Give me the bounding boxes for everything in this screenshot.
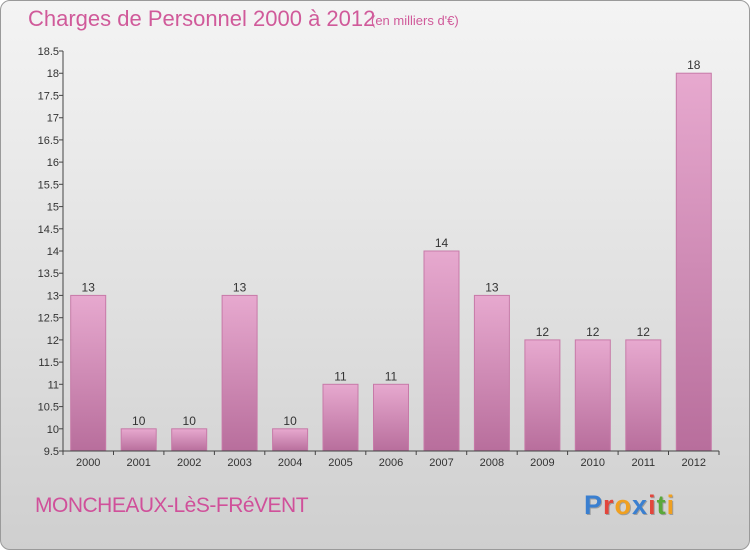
x-tick-label-2012: 2012 <box>682 457 706 469</box>
data-label-2000: 13 <box>82 280 96 294</box>
logo-letter: P <box>584 490 604 520</box>
x-tick-label-2002: 2002 <box>177 457 201 469</box>
data-label-2003: 13 <box>233 280 247 294</box>
proxiti-logo: Proxiti <box>584 490 675 521</box>
y-tick-label: 15 <box>47 202 59 214</box>
data-label-2007: 14 <box>435 236 449 250</box>
logo-letter: o <box>614 490 633 520</box>
y-tick-label: 12.5 <box>38 313 59 325</box>
bar-2012 <box>675 72 712 452</box>
x-tick-label-2008: 2008 <box>480 457 504 469</box>
x-tick-label-2006: 2006 <box>379 457 403 469</box>
commune-name: MONCHEAUX-LèS-FRéVENT <box>35 494 309 517</box>
x-tick-label-2010: 2010 <box>581 457 605 469</box>
y-tick-label: 17.5 <box>38 90 59 102</box>
x-tick-label-2003: 2003 <box>227 457 251 469</box>
bar-2008 <box>473 294 510 452</box>
bar-2005 <box>322 383 359 452</box>
data-label-2009: 12 <box>536 325 550 339</box>
logo-letter: i <box>666 490 676 520</box>
bar-2009 <box>524 339 561 452</box>
x-tick-label-2001: 2001 <box>126 457 150 469</box>
logo-letter: x <box>632 490 649 520</box>
y-tick-label: 11 <box>48 379 59 391</box>
data-label-2010: 12 <box>586 325 600 339</box>
data-label-2004: 10 <box>283 414 297 428</box>
data-label-2002: 10 <box>183 414 197 428</box>
y-tick-label: 18 <box>47 68 59 80</box>
y-tick-label: 15.5 <box>38 179 59 191</box>
y-tick-label: 13.5 <box>38 268 59 280</box>
y-tick-label: 11.5 <box>38 357 59 369</box>
bar-2006 <box>373 383 409 452</box>
x-tick-label-2004: 2004 <box>278 457 302 469</box>
bar-2010 <box>574 339 611 452</box>
y-tick-label: 16.5 <box>38 135 59 147</box>
x-tick-label-2007: 2007 <box>429 457 453 469</box>
y-tick-label: 10.5 <box>38 402 59 414</box>
bar-2004 <box>272 428 309 452</box>
chart-subtitle: (en milliers d'€) <box>371 13 459 28</box>
y-tick-label: 14 <box>47 246 59 258</box>
y-tick-label: 13 <box>47 290 59 302</box>
bar-2001 <box>120 428 157 452</box>
data-label-2001: 10 <box>132 414 146 428</box>
logo-letter: i <box>648 490 657 520</box>
y-tick-label: 16 <box>47 157 59 169</box>
x-tick-label-2011: 2011 <box>631 457 655 469</box>
data-label-2012: 18 <box>687 58 701 72</box>
data-label-2005: 11 <box>334 369 347 383</box>
bar-2003 <box>221 294 258 452</box>
data-label-2006: 11 <box>385 369 398 383</box>
y-tick-label: 18.5 <box>38 46 59 58</box>
data-label-2008: 13 <box>485 280 499 294</box>
x-tick-label-2005: 2005 <box>328 457 352 469</box>
bar-2007 <box>423 250 460 452</box>
y-tick-label: 14.5 <box>38 224 59 236</box>
bar-2011 <box>625 339 662 452</box>
data-label-2011: 12 <box>637 325 651 339</box>
chart-title: Charges de Personnel 2000 à 2012 <box>28 6 376 31</box>
logo-letter: r <box>603 490 615 520</box>
logo-letter: t <box>656 490 667 520</box>
y-tick-label: 12 <box>47 335 59 347</box>
y-tick-label: 17 <box>47 113 59 125</box>
bar-2002 <box>171 428 208 452</box>
x-tick-label-2009: 2009 <box>530 457 554 469</box>
x-tick-label-2000: 2000 <box>76 457 100 469</box>
y-tick-label: 9.5 <box>44 446 59 458</box>
bar-2000 <box>70 294 107 452</box>
y-tick-label: 10 <box>47 424 59 436</box>
